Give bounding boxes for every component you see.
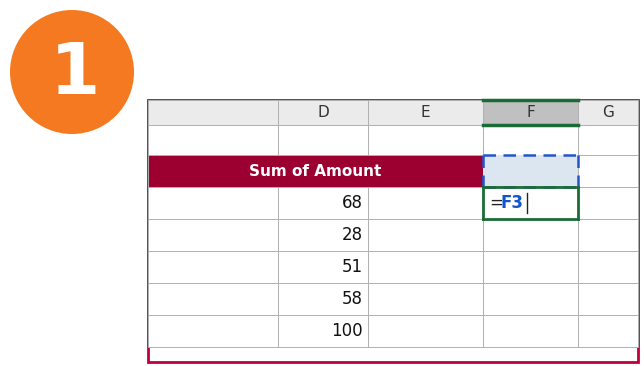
- Text: 58: 58: [342, 290, 363, 308]
- Bar: [483, 155, 578, 187]
- Text: 28: 28: [342, 226, 363, 244]
- Bar: [148, 283, 278, 315]
- Text: E: E: [421, 105, 430, 120]
- Bar: [578, 187, 638, 219]
- Bar: [578, 100, 638, 125]
- Bar: [368, 100, 483, 125]
- Text: 100: 100: [332, 322, 363, 340]
- Bar: [483, 283, 578, 315]
- Bar: [278, 251, 368, 283]
- Bar: [368, 315, 483, 347]
- Bar: [483, 219, 578, 251]
- Bar: [578, 125, 638, 155]
- Bar: [368, 187, 483, 219]
- Bar: [578, 251, 638, 283]
- Bar: [148, 251, 278, 283]
- Bar: [483, 125, 578, 155]
- Bar: [483, 315, 578, 347]
- Bar: [148, 100, 278, 125]
- Bar: [578, 155, 638, 187]
- Text: F3: F3: [501, 194, 524, 212]
- Text: 51: 51: [342, 258, 363, 276]
- Bar: [278, 219, 368, 251]
- Bar: [278, 100, 368, 125]
- Circle shape: [10, 10, 134, 134]
- Bar: [148, 315, 278, 347]
- Text: D: D: [317, 105, 329, 120]
- Text: G: G: [602, 105, 614, 120]
- Text: Sum of Amount: Sum of Amount: [249, 164, 382, 179]
- Bar: [278, 187, 368, 219]
- Bar: [368, 125, 483, 155]
- Bar: [148, 219, 278, 251]
- Bar: [578, 315, 638, 347]
- Bar: [483, 187, 578, 219]
- Bar: [483, 187, 578, 219]
- Bar: [368, 283, 483, 315]
- Bar: [483, 100, 578, 125]
- Text: =: =: [489, 194, 503, 212]
- Bar: [148, 100, 638, 362]
- Text: F: F: [526, 105, 535, 120]
- Bar: [278, 283, 368, 315]
- Bar: [278, 315, 368, 347]
- Text: 1: 1: [50, 40, 100, 108]
- Bar: [578, 219, 638, 251]
- Bar: [278, 125, 368, 155]
- Bar: [368, 251, 483, 283]
- Bar: [483, 251, 578, 283]
- Bar: [148, 125, 278, 155]
- Bar: [483, 155, 578, 187]
- Text: 68: 68: [342, 194, 363, 212]
- Bar: [368, 219, 483, 251]
- Bar: [578, 283, 638, 315]
- Bar: [148, 187, 278, 219]
- Bar: [148, 155, 483, 187]
